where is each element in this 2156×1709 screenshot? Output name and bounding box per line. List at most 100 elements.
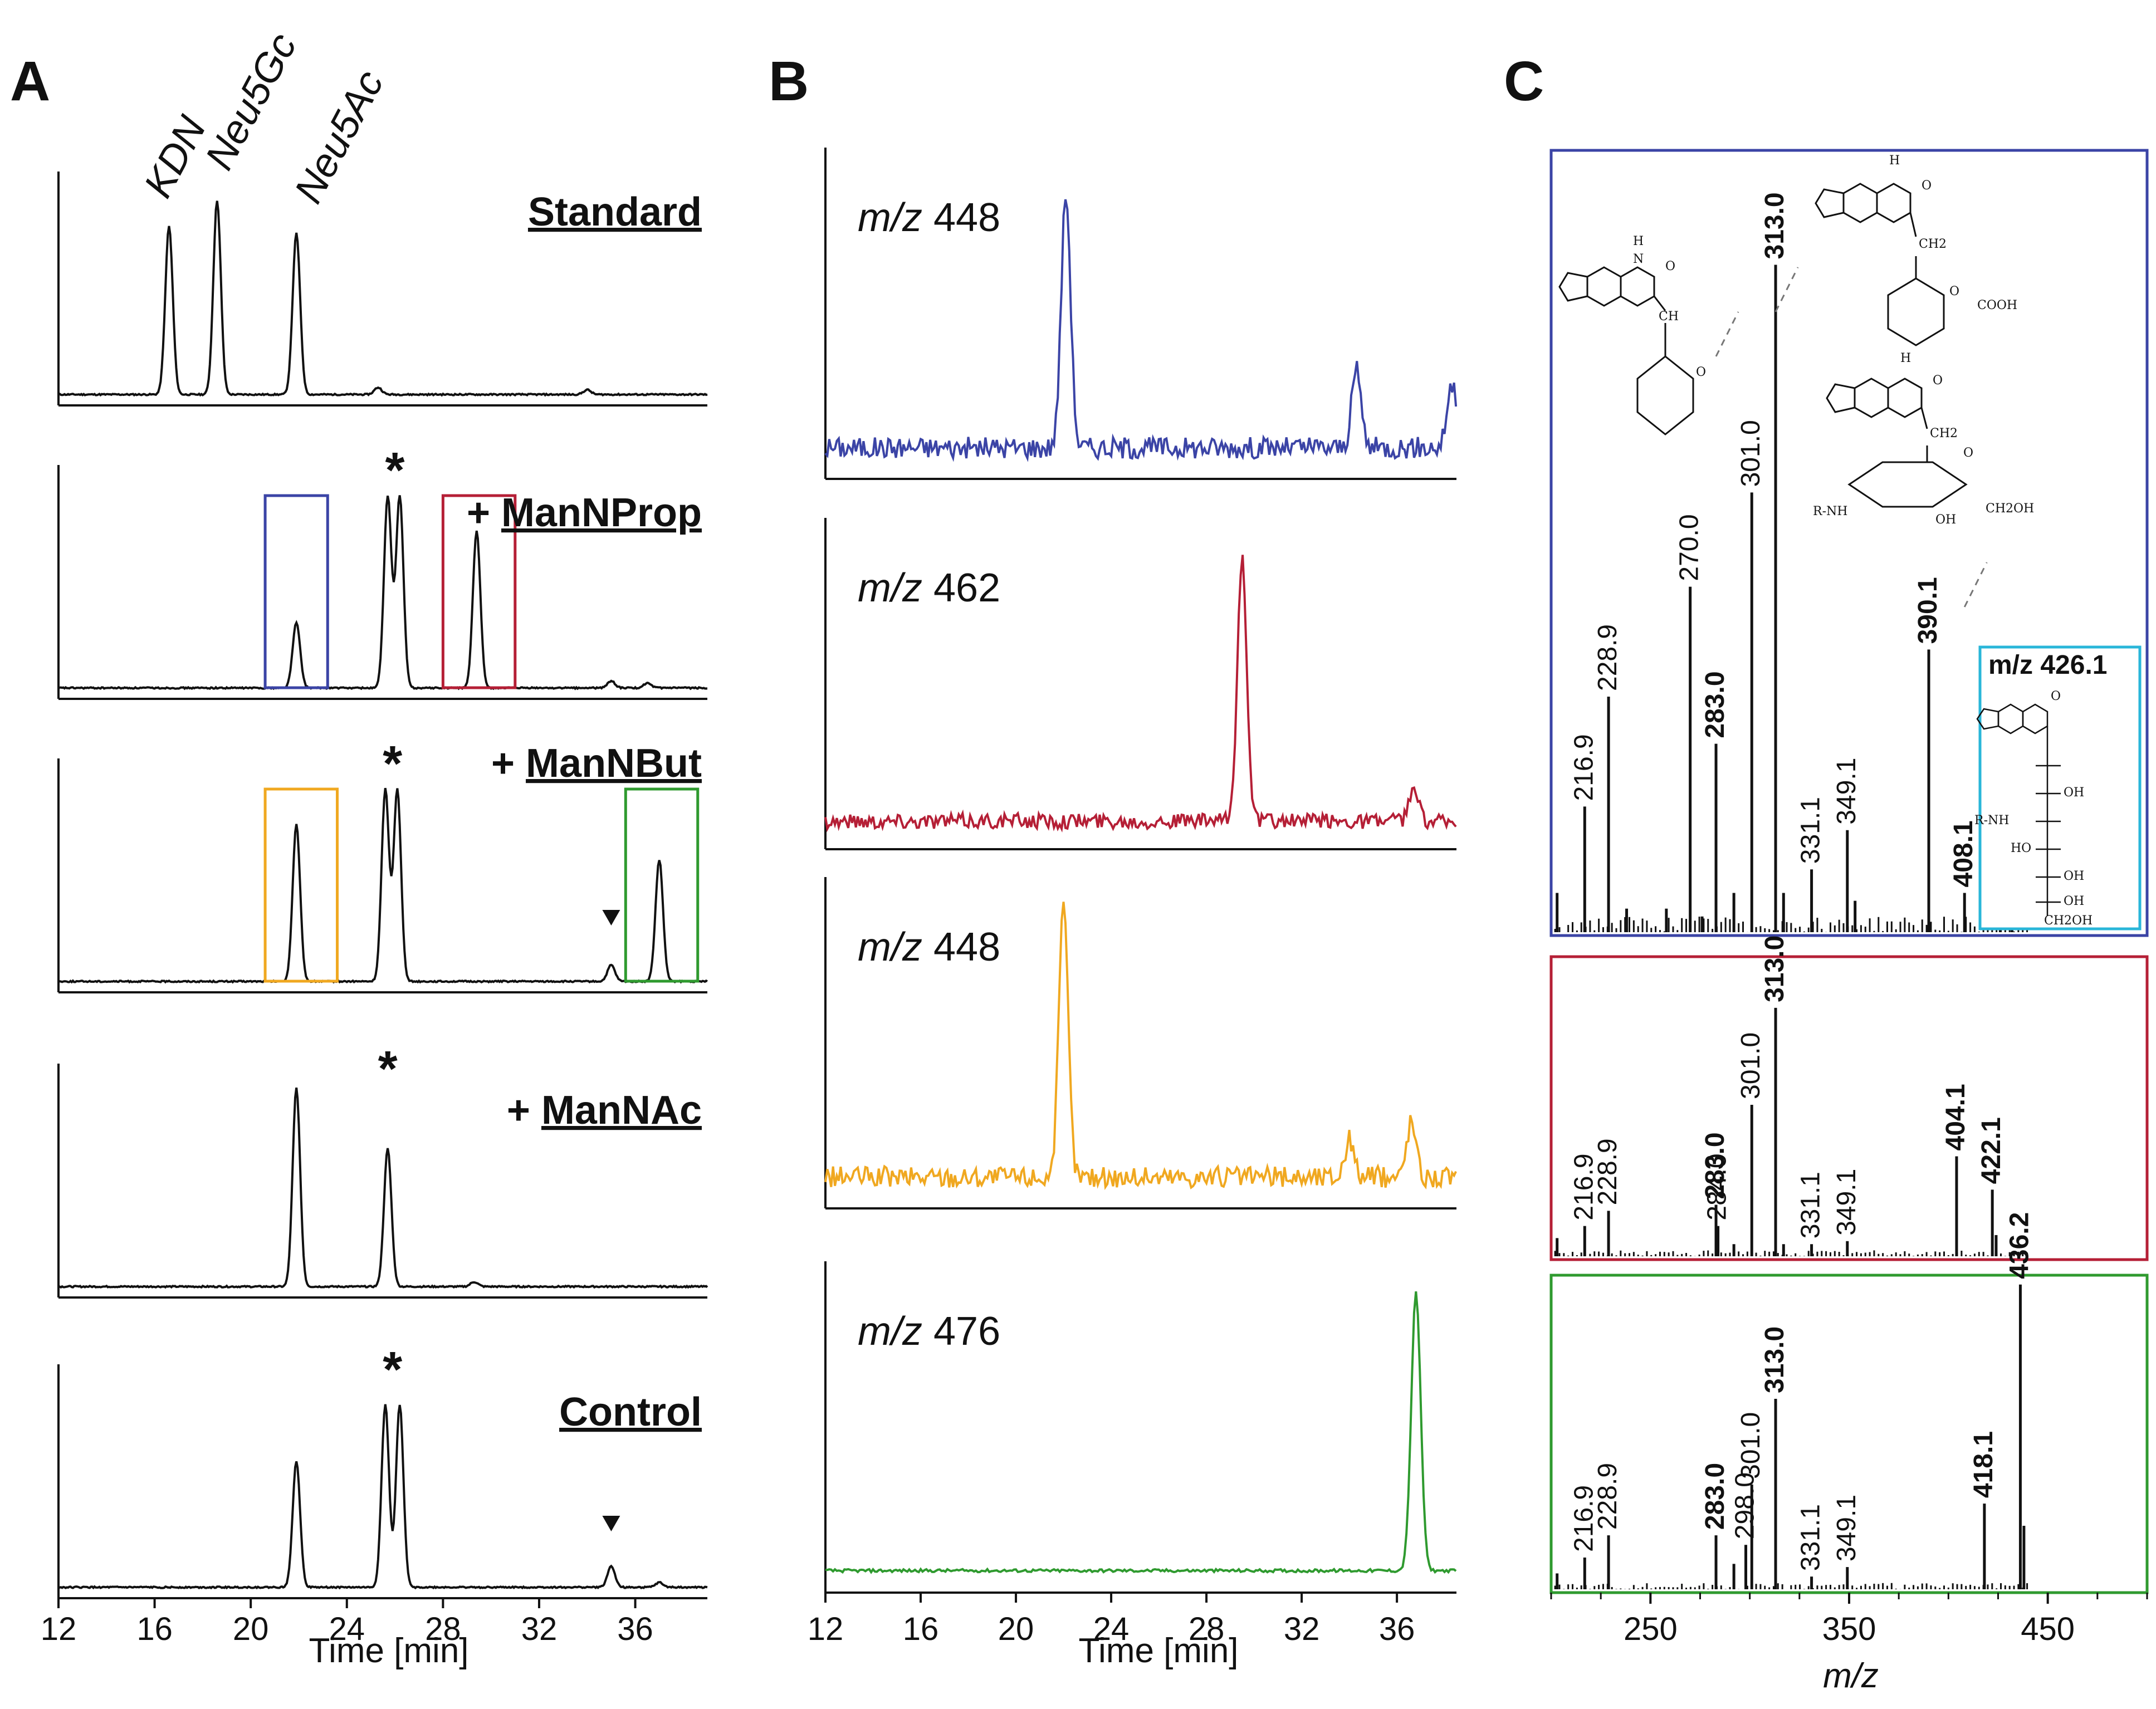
- struct2-h: H: [1889, 154, 1900, 168]
- b-mz-label-2: m/z 448: [858, 925, 1000, 969]
- c-peak-label: 436.2: [2005, 1212, 2034, 1279]
- a-xtick-label: 36: [617, 1611, 653, 1647]
- b-mz-label-3: m/z 476: [858, 1309, 1000, 1354]
- c-connector: [1715, 311, 1739, 357]
- c-xtick-label: 350: [1822, 1611, 1876, 1647]
- c-peak-label: 331.1: [1796, 1172, 1826, 1238]
- c-peak-label: 301.0: [1736, 420, 1766, 487]
- struct3-o: O: [1933, 374, 1943, 388]
- structure-283: H N O CH O: [1558, 234, 1706, 435]
- c-connector: [1774, 267, 1799, 312]
- a-triangle-marker: [602, 910, 620, 925]
- a-title-name-4: Control: [559, 1390, 702, 1434]
- c-peak-label: 298.0: [1730, 1472, 1760, 1539]
- c-peak-label: 301.0: [1736, 1032, 1766, 1099]
- c-peak-label: 390.1: [1913, 577, 1943, 644]
- inset-oh-3: OH: [2064, 894, 2084, 908]
- a-trace-1: [58, 495, 708, 691]
- inset-rnh: R-NH: [1974, 814, 2009, 827]
- a-title-name-2: ManNBut: [526, 741, 702, 786]
- c-peak-label: 216.9: [1569, 734, 1598, 801]
- struct3-ch2oh: CH2OH: [1986, 502, 2034, 516]
- b-mz-value-3: 476: [933, 1309, 1000, 1354]
- a-title-name-1: ManNProp: [501, 491, 702, 535]
- c-peak-label: 283.0: [1700, 1132, 1730, 1199]
- struct3-oh: OH: [1935, 513, 1956, 527]
- a-trace-2: [58, 787, 708, 984]
- panel-c-x-title: m/z: [1823, 1657, 1879, 1695]
- b-mz-label-0: m/z 448: [858, 195, 1000, 240]
- c-peak-label: 270.0: [1675, 514, 1704, 581]
- struct3-o-ring: O: [1963, 446, 1973, 460]
- struct1-n: N: [1633, 252, 1644, 266]
- a-star-marker: *: [378, 1041, 398, 1097]
- panel-label-b: B: [769, 50, 809, 112]
- struct3-h: H: [1900, 351, 1911, 365]
- inset-ch2oh: CH2OH: [2044, 914, 2093, 928]
- struct2-ch2: CH2: [1919, 237, 1947, 251]
- a-box-orange: [263, 787, 339, 983]
- a-xtick-label: 16: [136, 1611, 173, 1647]
- c-connector: [1963, 562, 1988, 608]
- c-box-red: [1549, 955, 2149, 1261]
- b-xtick-label: 32: [1284, 1611, 1320, 1647]
- b-mz-prefix-0: m/z: [858, 195, 933, 240]
- panel-label-a: A: [10, 50, 50, 112]
- c-peak-label: 228.9: [1593, 624, 1622, 691]
- struct3-ch2: CH2: [1930, 427, 1958, 440]
- c-peak-label: 331.1: [1796, 797, 1826, 864]
- b-trace-green: [825, 1291, 1457, 1574]
- struct3-rnh: R-NH: [1813, 505, 1847, 518]
- c-peak-label: 301.0: [1736, 1412, 1766, 1479]
- a-title-prefix-1: +: [467, 491, 501, 535]
- b-xtick-label: 28: [1189, 1611, 1225, 1647]
- panel-label-c: C: [1504, 50, 1544, 112]
- a-xtick-label: 12: [41, 1611, 77, 1647]
- fragment-structures: H N O CH O H O CH2 O COOH: [1558, 154, 2034, 527]
- a-trace-0: [58, 200, 708, 397]
- inset-ho: HO: [2011, 841, 2031, 855]
- c-peak-label: 216.9: [1569, 1153, 1598, 1220]
- c-peak-label: 422.1: [1977, 1117, 2006, 1184]
- a-title-name-0: Standard: [528, 190, 702, 234]
- b-mz-value-2: 448: [933, 925, 1000, 969]
- a-star-marker: *: [383, 736, 402, 792]
- c-peak-label: 284.0: [1703, 1153, 1732, 1220]
- a-box-red: [441, 494, 517, 689]
- b-trace-blue: [824, 199, 1458, 462]
- a-box-blue: [263, 494, 329, 689]
- a-xtick-label: 32: [521, 1611, 558, 1647]
- c-peak-label: 228.9: [1593, 1463, 1622, 1530]
- panel-b-x-title: Time [min]: [1078, 1632, 1238, 1670]
- a-title-prefix-2: +: [491, 741, 526, 786]
- panel-a-chromatograms: KDN Neu5Gc Neu5Ac Standard*+ ManNProp* + …: [41, 26, 708, 1670]
- b-mz-prefix-2: m/z: [858, 925, 933, 969]
- b-xtick-label: 16: [903, 1611, 939, 1647]
- b-mz-label-1: m/z 462: [858, 566, 1000, 610]
- panel-c-ms2-spectra: 216.9228.9270.0283.0301.0313.0331.1349.1…: [1549, 149, 2149, 1695]
- c-peak-label: 216.9: [1569, 1485, 1598, 1552]
- struct1-h: H: [1633, 234, 1644, 248]
- inset-structure: R-NH HO OH OH OH CH2OH O: [1974, 689, 2093, 928]
- struct1-o-ring: O: [1696, 365, 1706, 379]
- panel-a-x-title: Time [min]: [309, 1632, 468, 1670]
- b-mz-prefix-3: m/z: [858, 1309, 933, 1354]
- peak-label-neu5ac: Neu5Ac: [286, 63, 392, 210]
- c-peak-label: 349.1: [1832, 758, 1861, 825]
- a-xtick-label: 24: [329, 1611, 365, 1647]
- struct1-ch: CH: [1659, 310, 1679, 324]
- a-star-marker: *: [385, 443, 405, 498]
- b-xtick-label: 36: [1379, 1611, 1415, 1647]
- struct2-o: O: [1922, 179, 1932, 193]
- c-peak-label: 283.0: [1700, 1463, 1730, 1530]
- panel-b-x-axis: 12 16 20 24 28 32 36: [808, 1593, 1415, 1647]
- struct1-o: O: [1665, 259, 1675, 273]
- panel-a-x-axis: 12 16 20 24 28 32 36: [41, 1598, 653, 1647]
- a-xtick-label: 28: [425, 1611, 461, 1647]
- c-peak-label: 418.1: [1969, 1431, 1998, 1498]
- c-peak-label: 404.1: [1941, 1084, 1971, 1150]
- b-xtick-label: 24: [1093, 1611, 1130, 1647]
- c-peak-label: 283.0: [1700, 671, 1730, 738]
- inset-title: m/z 426.1: [1988, 650, 2107, 680]
- b-mz-prefix-1: m/z: [858, 566, 933, 610]
